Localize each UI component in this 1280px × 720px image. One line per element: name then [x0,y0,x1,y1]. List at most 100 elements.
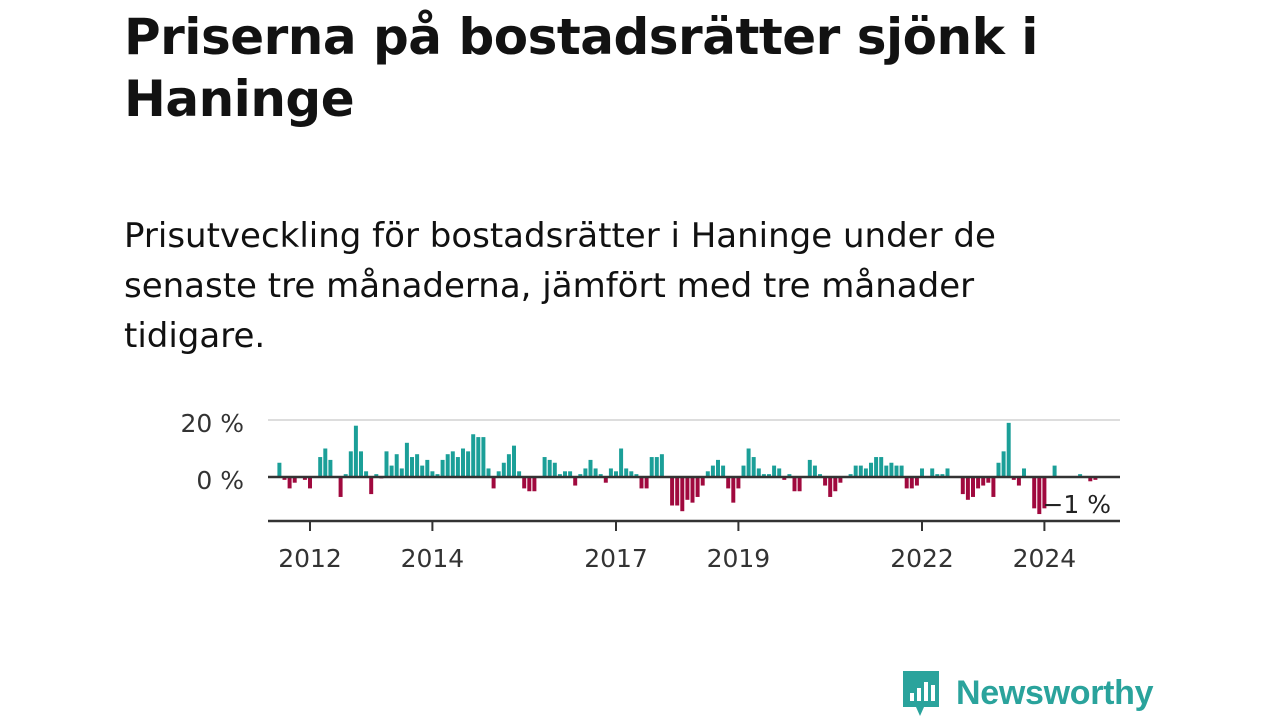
bar [690,477,695,503]
bar [833,477,838,492]
bar [935,474,940,477]
bar [695,477,700,497]
bar [991,477,996,497]
bar [654,457,659,477]
bar [853,465,858,477]
bar [420,465,425,477]
bar [823,477,828,486]
bar [741,465,746,477]
bar [1032,477,1037,509]
bar [721,465,726,477]
bar [461,448,465,477]
bar [542,457,547,477]
bar [700,477,705,486]
bar [501,462,506,477]
bar [879,457,884,477]
bar [726,477,731,489]
bar [685,477,690,500]
bar [986,477,991,483]
bar [634,474,639,477]
bar [517,471,522,477]
bar [1001,451,1006,477]
bar [680,477,685,512]
bar [1088,477,1093,482]
y-tick-label-0: 0 % [196,466,244,495]
bar [415,454,420,477]
bar [761,474,766,477]
bar [874,457,879,477]
brand-logo: Newsworthy [900,668,1154,718]
bar [369,477,374,495]
bar [614,471,618,477]
bar [282,477,287,480]
bar [777,468,782,477]
bar [588,459,593,477]
bar [787,474,792,477]
bar [1078,474,1083,477]
bar [466,451,471,477]
bar [858,465,863,477]
bar [863,468,868,477]
bar [731,477,736,503]
bar [1052,465,1057,477]
bar [318,457,323,477]
bar [1016,477,1021,486]
bar [1093,477,1098,480]
bar [659,454,664,477]
bar [328,459,333,477]
bar [496,471,501,477]
bar [751,457,756,477]
bar [884,465,889,477]
bar [981,477,986,486]
bar [914,477,919,486]
bar [404,442,409,477]
bar [394,454,399,477]
bar [639,477,644,489]
bar [899,465,904,477]
bar [1011,477,1016,480]
bar [573,477,578,486]
x-tick-label: 2017 [584,544,648,573]
bar [904,477,909,489]
bar [838,477,843,483]
bar [287,477,292,489]
bar [920,468,924,477]
bar [568,471,573,477]
y-tick-label-20: 20 % [180,409,244,438]
bar [960,477,965,495]
bar [277,462,282,477]
bar [598,474,603,477]
bar [450,451,455,477]
bar [782,477,787,480]
x-tick-label: 2022 [890,544,954,573]
bar [389,465,394,477]
bar [619,448,624,477]
bar [323,448,328,477]
bar [828,477,833,497]
bar [812,465,817,477]
bar [909,477,914,489]
bar [894,465,899,477]
x-tick-label: 2024 [1013,544,1077,573]
bar [940,474,945,477]
bar [869,462,873,477]
bar [476,437,481,477]
bar [945,468,950,477]
bar [481,437,486,477]
bar [359,451,363,477]
bar [430,471,435,477]
bar [792,477,797,492]
bar [1022,468,1026,477]
bar [818,474,822,477]
bar [736,477,741,489]
bar [716,459,720,477]
bar [746,448,751,477]
bar [624,468,629,477]
bar [471,434,476,477]
bar [797,477,802,492]
bar [512,445,516,477]
bar [302,477,307,480]
x-tick-label: 2014 [401,544,465,573]
bar [976,477,981,489]
bar [353,425,358,477]
